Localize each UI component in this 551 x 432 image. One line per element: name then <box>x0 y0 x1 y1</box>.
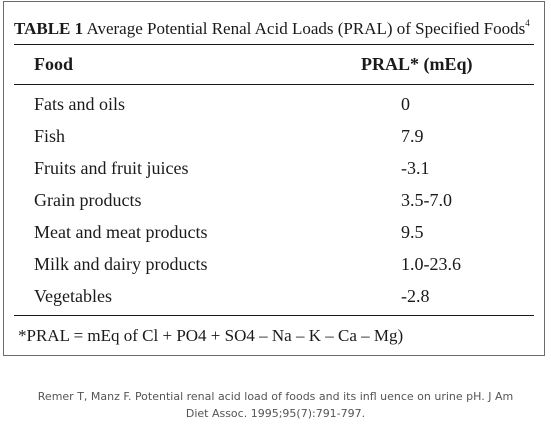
table-row: Fats and oils 0 <box>4 90 544 122</box>
table-row: Grain products 3.5-7.0 <box>4 186 544 218</box>
table-body: Fats and oils 0 Fish 7.9 Fruits and frui… <box>4 90 544 314</box>
pral-table: TABLE 1 Average Potential Renal Acid Loa… <box>3 1 545 356</box>
pral-cell: -3.1 <box>401 158 430 178</box>
pral-cell: 1.0-23.6 <box>401 254 461 274</box>
table-row: Milk and dairy products 1.0-23.6 <box>4 250 544 282</box>
citation-line: Diet Assoc. 1995;95(7):791-797. <box>185 407 366 420</box>
food-cell: Vegetables <box>34 286 112 306</box>
header-divider <box>14 84 534 85</box>
food-cell: Milk and dairy products <box>34 254 208 274</box>
column-header-pral: PRAL* (mEq) <box>361 54 473 74</box>
food-cell: Fats and oils <box>34 94 126 114</box>
pral-cell: -2.8 <box>401 286 430 306</box>
column-header-food: Food <box>34 54 74 74</box>
table-row: Vegetables -2.8 <box>4 282 544 314</box>
table-row: Meat and meat products 9.5 <box>4 218 544 250</box>
citation-line: Remer T, Manz F. Potential renal acid lo… <box>37 390 514 403</box>
pral-cell: 0 <box>401 94 410 114</box>
footnote-divider <box>14 315 534 316</box>
table-footnote: *PRAL = mEq of Cl + PO4 + SO4 – Na – K –… <box>18 326 404 345</box>
food-cell: Meat and meat products <box>34 222 208 242</box>
table-title-superscript: 4 <box>525 18 530 28</box>
pral-cell: 9.5 <box>401 222 424 242</box>
table-row: Fruits and fruit juices -3.1 <box>4 154 544 186</box>
food-cell: Grain products <box>34 190 142 210</box>
food-cell: Fruits and fruit juices <box>34 158 189 178</box>
pral-cell: 7.9 <box>401 126 424 146</box>
pral-cell: 3.5-7.0 <box>401 190 452 210</box>
table-row: Fish 7.9 <box>4 122 544 154</box>
food-cell: Fish <box>34 126 66 146</box>
table-label: TABLE 1 <box>14 19 84 38</box>
table-title: Average Potential Renal Acid Loads (PRAL… <box>86 19 526 38</box>
source-citation: Remer T, Manz F. Potential renal acid lo… <box>0 388 551 422</box>
table-caption: TABLE 1 Average Potential Renal Acid Loa… <box>14 12 530 40</box>
caption-divider <box>14 44 534 45</box>
